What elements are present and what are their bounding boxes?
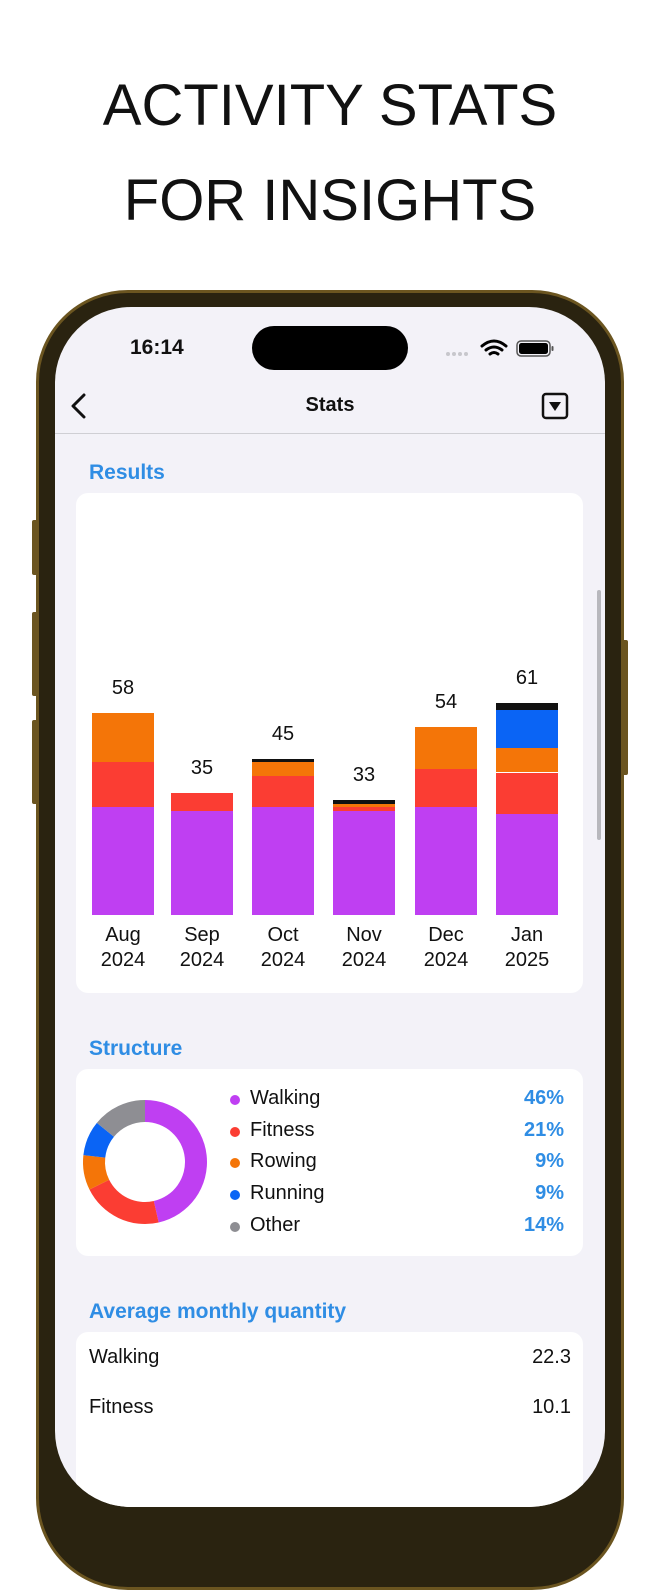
- bar-segment: [252, 807, 314, 915]
- bar-segment: [252, 758, 314, 763]
- bar-segment: [333, 803, 395, 808]
- legend-label: Walking: [250, 1087, 321, 1109]
- bar-segment: [496, 748, 558, 773]
- legend-dot: [230, 1158, 240, 1169]
- bar-segment: [92, 713, 154, 763]
- bar-segment: [415, 727, 477, 770]
- x-tick-label: Jan 2025: [504, 924, 550, 971]
- bar-total-label: 54: [434, 691, 458, 714]
- legend-value: 14%: [523, 1213, 564, 1236]
- bar-segment: [415, 807, 477, 915]
- side-button: [32, 520, 38, 575]
- bar-total-label: 35: [190, 757, 214, 780]
- legend-label: Running: [250, 1182, 325, 1205]
- dynamic-island: [252, 326, 408, 370]
- side-button: [32, 612, 38, 696]
- legend-label: Rowing: [250, 1150, 317, 1173]
- bar-segment: [333, 807, 395, 811]
- bar-total-label: 61: [515, 667, 539, 689]
- legend-value: 9%: [535, 1150, 564, 1173]
- nav-title: Stats: [305, 394, 355, 416]
- x-tick-label: Dec 2024: [423, 924, 469, 971]
- divider: [55, 433, 605, 434]
- bar-segment: [92, 762, 154, 808]
- filter-button[interactable]: [541, 392, 569, 420]
- x-tick-label: Nov 2024: [341, 924, 387, 971]
- legend-label: Fitness: [250, 1118, 315, 1141]
- average-card: Walking 22.3 Fitness 10.1: [76, 1332, 583, 1507]
- page: ACTIVITY STATS FOR INSIGHTS 16:14 Stats …: [32, 73, 628, 1590]
- section-title: Structure: [89, 1037, 183, 1060]
- x-tick-label: Sep 2024: [179, 924, 225, 971]
- back-button[interactable]: [69, 393, 89, 419]
- legend-value: 46%: [523, 1087, 564, 1109]
- legend-dot: [230, 1095, 240, 1105]
- structure-card: Walking 46% Fitness 21% Rowing 9% Running 9% Oth…: [76, 1069, 583, 1256]
- bar-segment: [333, 810, 395, 915]
- bar-segment: [171, 793, 233, 811]
- side-button: [622, 640, 628, 775]
- bar-segment: [496, 814, 558, 915]
- legend-dot: [230, 1126, 240, 1137]
- headline: FOR INSIGHTS: [123, 168, 537, 233]
- bar-total-label: 33: [352, 764, 376, 787]
- row-label: Walking: [89, 1346, 160, 1368]
- donut-slice: [83, 1155, 110, 1190]
- legend-value: 9%: [535, 1182, 564, 1205]
- bar-segment: [252, 762, 314, 776]
- x-tick-label: Aug 2024: [100, 924, 146, 971]
- bar-segment: [496, 709, 558, 749]
- donut-slice: [89, 1179, 159, 1224]
- results-card: 58 Aug 2024 35 Sep 2024 45 Oct 2024 33 Nov 2024…: [76, 493, 583, 993]
- status-time: 16:14: [130, 336, 184, 359]
- legend-label: Other: [250, 1213, 301, 1236]
- row-value: 10.1: [532, 1396, 571, 1418]
- bar-segment: [252, 775, 314, 808]
- bar-total-label: 58: [111, 677, 135, 700]
- legend-dot: [230, 1221, 240, 1232]
- donut-slice: [96, 1100, 145, 1137]
- x-tick-label: Oct 2024: [260, 924, 306, 971]
- section-title: Average monthly quantity: [89, 1300, 347, 1323]
- screen: 16:14 Stats Results 58 Aug 2024 35 Sep 2024…: [55, 307, 605, 1507]
- side-button: [32, 720, 38, 804]
- legend-value: 21%: [523, 1118, 564, 1141]
- donut-slice: [83, 1122, 114, 1158]
- bar-segment: [496, 703, 558, 710]
- bar-segment: [92, 807, 154, 915]
- status-icons: [446, 339, 554, 357]
- donut-slice: [145, 1100, 208, 1223]
- bar-segment: [415, 769, 477, 808]
- row-label: Fitness: [89, 1396, 154, 1418]
- headline: ACTIVITY STATS: [102, 73, 558, 138]
- bar-segment: [496, 772, 558, 815]
- bar-total-label: 45: [271, 722, 295, 745]
- row-value: 22.3: [532, 1346, 571, 1368]
- bar-segment: [171, 810, 233, 915]
- legend-dot: [230, 1190, 240, 1201]
- scrollbar: [597, 590, 601, 840]
- bar-segment: [333, 800, 395, 804]
- section-title: Results: [89, 461, 165, 484]
- donut: [83, 1100, 208, 1224]
